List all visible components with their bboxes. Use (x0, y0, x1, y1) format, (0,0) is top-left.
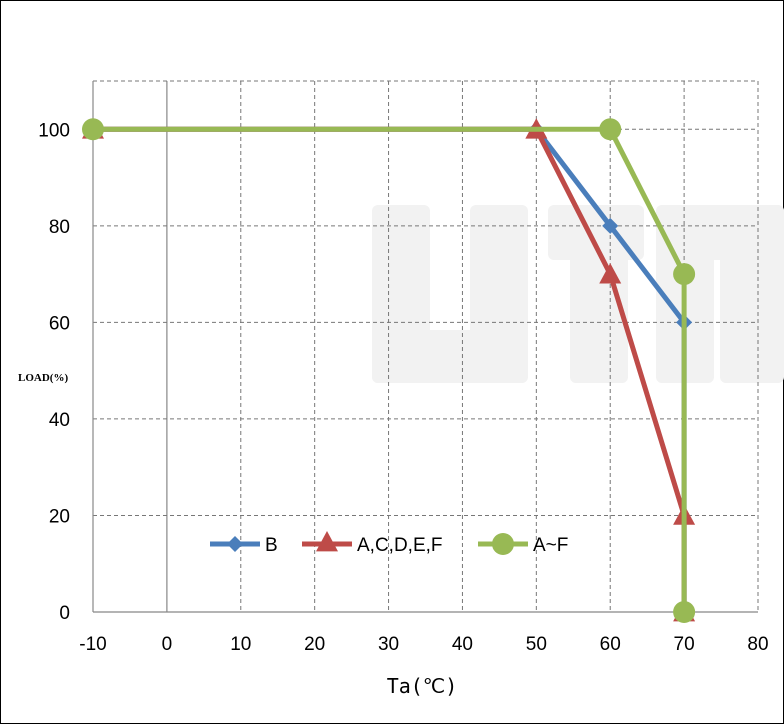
y-tick-labels: 0 20 40 60 80 100 (38, 120, 70, 624)
data-point (599, 118, 622, 141)
x-tick-label: 60 (600, 634, 621, 655)
series-2 (82, 118, 696, 623)
data-point (599, 263, 622, 284)
y-axis-label: LOAD(%) (18, 372, 68, 384)
x-tick-labels: -10 0 10 20 30 40 50 60 70 80 (79, 634, 768, 655)
legend-marker (316, 531, 338, 552)
axes (92, 81, 758, 613)
legend-item: B (210, 535, 278, 556)
y-tick-label: 60 (49, 313, 70, 334)
legend-item: A~F (478, 533, 568, 556)
y-tick-label: 100 (38, 120, 70, 141)
y-tick-label: 80 (49, 217, 70, 238)
legend-marker (492, 533, 514, 555)
x-tick-label: 0 (162, 634, 173, 655)
data-point (673, 601, 696, 623)
x-tick-label: -10 (79, 634, 106, 655)
legend-item: A,C,D,E,F (302, 531, 443, 556)
series-line (93, 126, 687, 612)
legend-marker (227, 536, 243, 552)
legend-label: A~F (533, 535, 568, 556)
x-tick-label: 40 (452, 634, 473, 655)
x-tick-label: 50 (526, 634, 547, 655)
series-group (82, 118, 696, 623)
watermark-logo (372, 205, 784, 383)
data-point (602, 217, 619, 234)
legend-label: A,C,D,E,F (357, 535, 443, 556)
y-tick-label: 20 (49, 506, 70, 527)
x-tick-label: 80 (747, 634, 768, 655)
y-tick-label: 0 (59, 603, 70, 624)
x-tick-label: 10 (230, 634, 251, 655)
legend: B A,C,D,E,F A~F (210, 531, 568, 556)
legend-label: B (265, 535, 278, 556)
x-tick-label: 70 (674, 634, 695, 655)
y-tick-label: 40 (49, 410, 70, 431)
data-point (82, 118, 104, 141)
x-axis-label: Ta(℃) (387, 674, 458, 698)
x-tick-label: 30 (378, 634, 399, 655)
data-point (673, 263, 696, 286)
x-tick-label: 20 (304, 634, 325, 655)
